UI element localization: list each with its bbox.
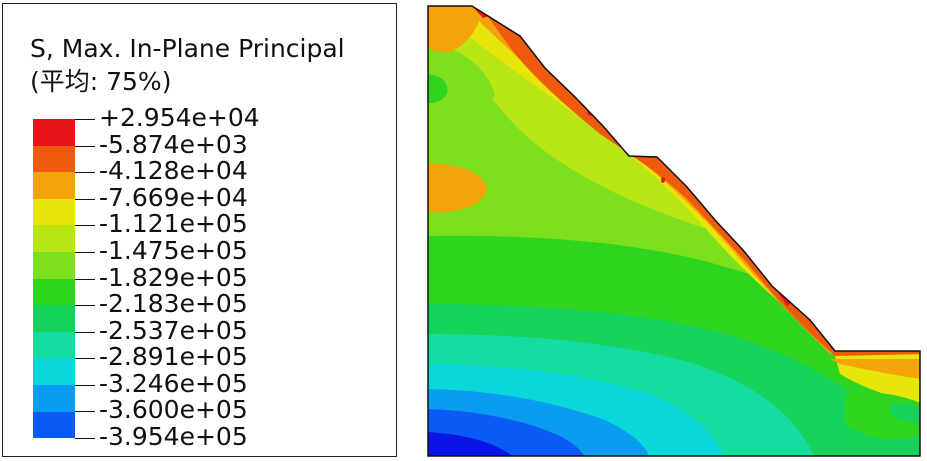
- legend-tick: [75, 411, 95, 412]
- legend-label: -2.537e+05: [99, 316, 248, 345]
- legend-tick: [75, 199, 95, 200]
- contour-bands: [428, 6, 920, 456]
- legend-swatch-10: [33, 358, 75, 385]
- slope-model-svg: [427, 5, 921, 457]
- contour-band: [428, 6, 485, 53]
- contour-band: [428, 432, 515, 456]
- legend-label: +2.954e+04: [99, 103, 260, 132]
- contour-band: [428, 74, 448, 103]
- legend-label: -1.121e+05: [99, 209, 248, 238]
- model-outline: [427, 5, 921, 457]
- legend-swatch-7: [33, 278, 75, 306]
- legend-swatch-9: [33, 331, 75, 359]
- legend-tick: [75, 172, 95, 173]
- legend-label: -5.874e+03: [99, 130, 248, 159]
- legend-label: -7.669e+04: [99, 183, 248, 212]
- legend-label: -3.954e+05: [99, 422, 248, 451]
- legend-label: -3.600e+05: [99, 395, 248, 424]
- legend-tick: [75, 332, 95, 333]
- contour-band: [890, 403, 920, 423]
- legend-tick: [75, 119, 95, 120]
- legend-swatch-12: [33, 411, 75, 439]
- legend-title: S, Max. In-Plane Principal: [30, 34, 345, 63]
- contour-band: [830, 359, 920, 379]
- legend-swatch-3: [33, 172, 75, 199]
- contour-band: [428, 44, 495, 131]
- legend-subtitle: (平均: 75%): [30, 67, 172, 96]
- legend-label: -1.829e+05: [99, 263, 248, 292]
- legend-swatch-11: [33, 384, 75, 412]
- contour-band: [428, 163, 487, 213]
- legend-tick: [75, 279, 95, 280]
- legend-tick: [75, 438, 95, 439]
- legend-label: -3.246e+05: [99, 369, 248, 398]
- legend-swatch-1: [33, 119, 75, 146]
- legend-tick: [75, 385, 95, 386]
- legend-swatch-6: [33, 251, 75, 279]
- legend-tick: [75, 252, 95, 253]
- legend-swatch-4: [33, 198, 75, 226]
- legend-tick: [75, 358, 95, 359]
- legend-color-bar: [33, 119, 75, 439]
- legend-panel: S, Max. In-Plane Principal (平均: 75%) +2.…: [2, 3, 397, 457]
- legend-label: -4.128e+04: [99, 156, 248, 185]
- stress-contour-plot: [425, 4, 923, 458]
- legend-label: -1.475e+05: [99, 236, 248, 265]
- legend-tick: [75, 305, 95, 306]
- legend-swatch-2: [33, 145, 75, 173]
- legend-label: -2.891e+05: [99, 342, 248, 371]
- contour-hotspot: [661, 177, 665, 183]
- legend-tick: [75, 146, 95, 147]
- legend-label: -2.183e+05: [99, 289, 248, 318]
- legend-swatch-5: [33, 225, 75, 252]
- legend-swatch-8: [33, 305, 75, 332]
- legend-tick: [75, 225, 95, 226]
